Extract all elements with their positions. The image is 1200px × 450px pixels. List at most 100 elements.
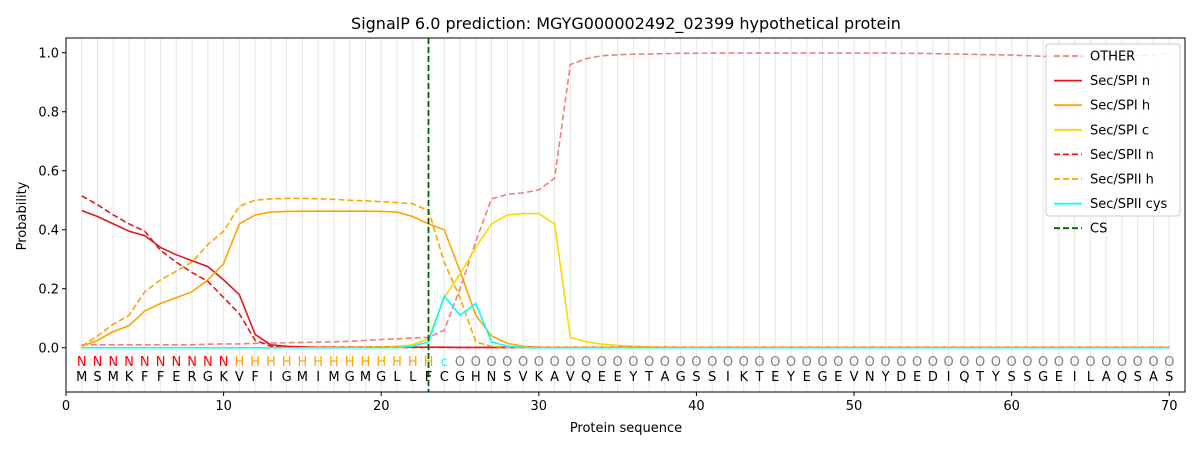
residue-label: Y bbox=[628, 370, 637, 385]
region-label: O bbox=[786, 355, 796, 370]
residue-label: D bbox=[928, 370, 938, 385]
region-label: O bbox=[754, 355, 764, 370]
residue-label: E bbox=[172, 370, 180, 385]
region-label: O bbox=[1164, 355, 1174, 370]
region-label: O bbox=[739, 355, 749, 370]
residue-label: L bbox=[1087, 370, 1095, 385]
legend-entry-label: Sec/SPI c bbox=[1090, 123, 1149, 138]
residue-label: F bbox=[425, 370, 432, 385]
region-label: O bbox=[896, 355, 906, 370]
residue-label: E bbox=[771, 370, 779, 385]
region-label: O bbox=[660, 355, 670, 370]
region-label: O bbox=[1070, 355, 1080, 370]
residue-label: V bbox=[566, 370, 575, 385]
residue-label: V bbox=[519, 370, 528, 385]
series-lines bbox=[81, 38, 1170, 392]
x-tick-label: 30 bbox=[531, 399, 548, 414]
region-label: O bbox=[1007, 355, 1017, 370]
sequence-labels: MNSNMNKNFNFNENRNGNKNVHFHIHGHMHIHMHGHMHGH… bbox=[76, 355, 1174, 385]
region-label: O bbox=[502, 355, 512, 370]
residue-label: A bbox=[1102, 370, 1111, 385]
region-label: N bbox=[203, 355, 213, 370]
series-line-1 bbox=[81, 52, 1170, 346]
region-label: H bbox=[250, 355, 260, 370]
region-label: O bbox=[1054, 355, 1064, 370]
x-tick-label: 50 bbox=[846, 399, 863, 414]
residue-label: A bbox=[1149, 370, 1158, 385]
residue-label: L bbox=[409, 370, 417, 385]
y-axis-label: Probability bbox=[15, 181, 30, 250]
region-label: O bbox=[534, 355, 544, 370]
region-label: O bbox=[1038, 355, 1048, 370]
region-label: O bbox=[975, 355, 985, 370]
region-label: O bbox=[581, 355, 591, 370]
region-label: O bbox=[691, 355, 701, 370]
residue-label: K bbox=[125, 370, 134, 385]
residue-label: S bbox=[93, 370, 101, 385]
region-label: H bbox=[329, 355, 339, 370]
residue-label: E bbox=[834, 370, 842, 385]
region-label: N bbox=[187, 355, 197, 370]
residue-label: M bbox=[360, 370, 371, 385]
region-label: H bbox=[376, 355, 386, 370]
region-label: O bbox=[833, 355, 843, 370]
residue-label: I bbox=[269, 370, 273, 385]
series-line-5 bbox=[81, 195, 1170, 349]
region-label: O bbox=[880, 355, 890, 370]
region-label: O bbox=[1148, 355, 1158, 370]
residue-label: Q bbox=[959, 370, 969, 385]
residue-label: G bbox=[817, 370, 827, 385]
legend-entry-label: Sec/SPII n bbox=[1090, 148, 1154, 163]
region-label: H bbox=[282, 355, 292, 370]
series-line-3 bbox=[81, 210, 1170, 349]
region-label: O bbox=[849, 355, 859, 370]
residue-label: S bbox=[1023, 370, 1031, 385]
region-label: N bbox=[93, 355, 103, 370]
legend-entry-label: Sec/SPI n bbox=[1090, 74, 1150, 89]
legend-entry-label: Sec/SPI h bbox=[1090, 99, 1150, 114]
residue-label: T bbox=[644, 370, 653, 385]
region-label: O bbox=[676, 355, 686, 370]
y-tick-label: 0.0 bbox=[38, 341, 59, 356]
residue-label: G bbox=[282, 370, 292, 385]
residue-label: S bbox=[692, 370, 700, 385]
residue-label: S bbox=[1134, 370, 1142, 385]
x-tick-label: 0 bbox=[62, 399, 70, 414]
residue-label: M bbox=[328, 370, 339, 385]
residue-label: G bbox=[203, 370, 213, 385]
region-label: N bbox=[219, 355, 229, 370]
region-label: O bbox=[486, 355, 496, 370]
x-tick-label: 70 bbox=[1161, 399, 1178, 414]
region-label: O bbox=[943, 355, 953, 370]
residue-label: E bbox=[614, 370, 622, 385]
residue-label: I bbox=[947, 370, 951, 385]
residue-label: K bbox=[739, 370, 748, 385]
region-label: O bbox=[865, 355, 875, 370]
residue-label: Y bbox=[881, 370, 890, 385]
x-tick-label: 20 bbox=[373, 399, 390, 414]
residue-label: E bbox=[803, 370, 811, 385]
region-label: H bbox=[313, 355, 323, 370]
region-label: H bbox=[361, 355, 371, 370]
region-label: O bbox=[991, 355, 1001, 370]
residue-label: F bbox=[157, 370, 164, 385]
residue-label: Q bbox=[1117, 370, 1127, 385]
x-tick-label: 10 bbox=[215, 399, 232, 414]
chart-title: SignalP 6.0 prediction: MGYG000002492_02… bbox=[351, 14, 901, 34]
axes: 0 10 20 30 40 50 60 70 0.0 0.2 0.4 0.6 0.8 1.0 bbox=[38, 37, 1186, 414]
residue-label: I bbox=[726, 370, 730, 385]
region-label: O bbox=[770, 355, 780, 370]
region-label: H bbox=[424, 355, 434, 370]
region-label: O bbox=[707, 355, 717, 370]
region-label: O bbox=[817, 355, 827, 370]
region-label: O bbox=[518, 355, 528, 370]
legend-box bbox=[1045, 43, 1181, 217]
region-label: O bbox=[802, 355, 812, 370]
residue-label: G bbox=[376, 370, 386, 385]
residue-label: N bbox=[865, 370, 875, 385]
legend-entry-label: CS bbox=[1090, 222, 1107, 237]
residue-label: S bbox=[1008, 370, 1016, 385]
residue-label: R bbox=[188, 370, 197, 385]
x-tick-label: 60 bbox=[1003, 399, 1020, 414]
residue-label: L bbox=[393, 370, 401, 385]
